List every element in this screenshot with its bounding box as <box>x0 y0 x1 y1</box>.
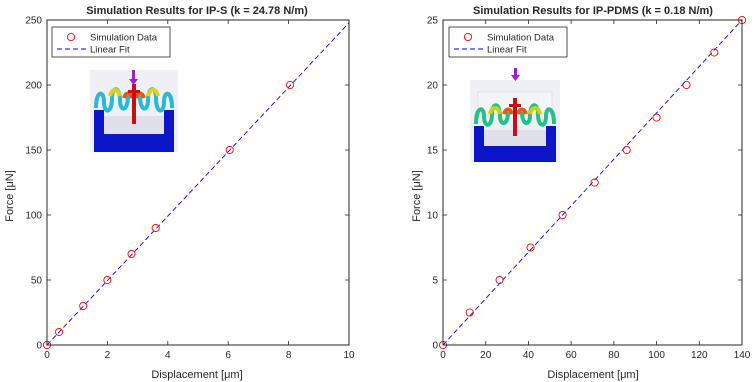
axis-ticks: 0 20 40 60 80 100 120 140 0 5 10 15 20 25 <box>427 16 751 362</box>
y-tick-label: 0 <box>36 341 42 352</box>
simulation-data-point <box>103 275 112 285</box>
series-layer <box>42 22 350 350</box>
x-tick-label: 120 <box>691 350 708 361</box>
x-axis-label: Displacement [μm] <box>547 369 638 381</box>
simulation-data-point <box>55 327 64 337</box>
x-tick-label: 0 <box>44 350 50 361</box>
simulation-data-point <box>558 210 567 220</box>
x-tick-label: 4 <box>165 350 171 361</box>
chart-panel-ip-pdms: Simulation Results for IP-PDMS (k = 0.18… <box>411 5 751 381</box>
simulation-data-point <box>526 243 535 252</box>
simulation-data-point <box>652 113 661 122</box>
x-tick-label: 100 <box>648 350 665 361</box>
linear-fit-line <box>46 22 350 346</box>
y-tick-label: 100 <box>25 211 42 222</box>
simulation-data-point <box>79 301 88 311</box>
y-tick-label: 0 <box>432 341 438 352</box>
y-tick-label: 10 <box>427 211 439 222</box>
legend-box <box>51 26 171 58</box>
x-tick-label: 8 <box>286 350 292 361</box>
x-tick-label: 20 <box>480 350 492 361</box>
simulation-data-point <box>151 223 160 233</box>
simulation-data-point <box>225 145 234 155</box>
simulation-data-point <box>127 249 136 259</box>
x-tick-label: 80 <box>608 350 620 361</box>
axes-box <box>442 19 743 346</box>
simulation-data-point <box>682 80 691 90</box>
legend: Simulation Data Linear Fit <box>51 26 171 58</box>
legend-label-linear-fit: Linear Fit <box>487 45 527 56</box>
linear-fit-line <box>442 19 743 346</box>
y-tick-label: 50 <box>31 276 43 287</box>
y-tick-label: 200 <box>25 81 42 92</box>
legend-box <box>448 26 568 58</box>
chart-panel-ip-s: Simulation Results for IP-S (k = 24.78 N… <box>4 5 355 381</box>
spring-simulation-inset-image <box>470 68 560 162</box>
legend-marker-simulation-data <box>463 32 473 42</box>
simulation-data-point <box>710 48 719 57</box>
x-tick-label: 6 <box>225 350 231 361</box>
y-tick-label: 5 <box>432 276 438 287</box>
legend: Simulation Data Linear Fit <box>448 26 568 58</box>
legend-label-simulation-data: Simulation Data <box>90 33 158 44</box>
y-tick-label: 15 <box>427 146 439 157</box>
y-axis-label: Force [μN] <box>4 170 16 222</box>
x-axis-label: Displacement [μm] <box>151 369 242 381</box>
spring-simulation-inset-image <box>90 70 178 152</box>
x-tick-label: 40 <box>523 350 535 361</box>
y-tick-label: 150 <box>25 146 42 157</box>
legend-label-linear-fit: Linear Fit <box>90 45 130 56</box>
simulation-data-point <box>495 275 504 285</box>
simulation-data-point <box>590 178 599 187</box>
chart-title: Simulation Results for IP-PDMS (k = 0.18… <box>473 5 713 17</box>
legend-marker-simulation-data <box>66 32 76 42</box>
x-tick-label: 0 <box>440 350 446 361</box>
y-tick-label: 25 <box>427 16 439 27</box>
x-tick-label: 10 <box>343 350 355 361</box>
chart-title: Simulation Results for IP-S (k = 24.78 N… <box>86 5 308 17</box>
axes-box <box>46 19 350 346</box>
simulation-data-point <box>286 80 295 90</box>
x-tick-label: 2 <box>105 350 111 361</box>
y-tick-label: 20 <box>427 81 439 92</box>
simulation-data-point <box>465 308 474 317</box>
x-tick-label: 60 <box>566 350 578 361</box>
simulation-data-point <box>622 145 631 155</box>
x-tick-label: 140 <box>734 350 751 361</box>
legend-label-simulation-data: Simulation Data <box>487 33 555 44</box>
y-tick-label: 250 <box>25 16 42 27</box>
y-axis-label: Force [μN] <box>411 170 423 222</box>
